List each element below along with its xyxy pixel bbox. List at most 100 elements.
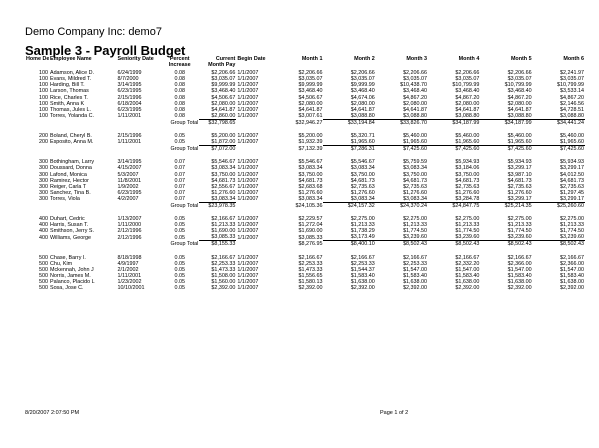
- table-cell: $4,681.73: [211, 177, 236, 184]
- table-cell: $2,206.66: [350, 70, 375, 77]
- table-cell: 1/1/2007: [237, 216, 259, 223]
- table-cell: $2,080.00: [211, 100, 236, 107]
- table-row: 400 Williams, George 2/12/1996 0.05 $3,085.3…: [25, 234, 585, 241]
- table-cell: $1,583.40: [350, 272, 375, 279]
- table-cell: $2,253.33: [403, 260, 428, 267]
- group-total-value: $32,946.27: [295, 119, 323, 126]
- group-total-value: $8,276.95: [298, 241, 323, 248]
- group-total-value: $33,826.70: [375, 118, 429, 127]
- table-cell: $3,035.07: [298, 76, 323, 83]
- table-cell: 1/1/2007: [237, 82, 259, 89]
- table-cell: $1,690.00: [211, 228, 236, 235]
- table-cell: 300: [38, 159, 48, 166]
- table-cell: 400: [38, 222, 48, 229]
- col-header: Month 5: [510, 56, 532, 62]
- col-header: Employee Name: [49, 56, 92, 62]
- table-cell: $3,468.40: [211, 88, 236, 95]
- table-cell: 100: [38, 106, 48, 113]
- table-row: 100 Torres, Yolanda C. 1/11/2001 0.08 $2,860…: [25, 113, 585, 120]
- table-cell: $4,681.73: [403, 177, 428, 184]
- table-cell: 1/1/2007: [237, 171, 259, 178]
- table-cell: 8/18/1998: [117, 254, 142, 261]
- table-body: 100 Adamson, Alice D. 6/24/1999 0.08 $2,206.…: [25, 70, 585, 291]
- table-cell: $2,080.00: [298, 100, 323, 107]
- table-cell: 400: [38, 216, 48, 223]
- table-cell: 3/14/1995: [117, 159, 142, 166]
- table-cell: $3,468.40: [507, 88, 532, 95]
- table-cell: 0.05: [174, 254, 185, 261]
- group-spacer: [25, 126, 585, 133]
- table-cell: 6/24/1999: [117, 70, 142, 77]
- table-cell: 500: [38, 272, 48, 279]
- table-cell: 11/8/2001: [117, 177, 142, 184]
- table-cell: Chu, Kim: [49, 260, 73, 267]
- group-total-value: $34,441.24: [532, 118, 585, 127]
- table-cell: $5,934.93: [507, 159, 532, 166]
- table-cell: 0.08: [174, 100, 185, 107]
- table-cell: 8/7/2000: [117, 76, 139, 83]
- blank-cell: [49, 241, 117, 248]
- table-cell: $2,206.66: [403, 70, 428, 77]
- table-cell: $3,035.07: [455, 76, 480, 83]
- table-cell: $4,728.51: [560, 106, 584, 113]
- table-cell: $4,506.67: [298, 94, 323, 101]
- group-total-value: $8,502.43: [480, 240, 533, 248]
- table-cell: $3,088.80: [507, 112, 532, 119]
- table-cell: 0.05: [174, 133, 185, 140]
- print-timestamp: 8/20/2007 2:07:50 PM: [25, 410, 80, 416]
- group-total-value: $34,187.99: [428, 118, 481, 127]
- table-cell: 1/1/2007: [237, 222, 259, 229]
- table-cell: $3,088.80: [403, 112, 428, 119]
- blank-cell: [236, 119, 273, 126]
- table-cell: 0.08: [174, 106, 185, 113]
- group-spacer: [25, 209, 585, 216]
- table-cell: $3,173.49: [350, 234, 375, 241]
- table-cell: $2,366.00: [560, 260, 584, 267]
- table-cell: $3,468.40: [350, 88, 375, 95]
- table-cell: $1,583.40: [560, 272, 584, 279]
- table-cell: $4,681.73: [507, 177, 532, 184]
- table-cell: $2,166.67: [211, 216, 236, 223]
- table-cell: 2/12/1996: [117, 234, 142, 241]
- table-cell: $4,641.87: [350, 106, 375, 113]
- table-cell: $1,297.45: [560, 189, 584, 196]
- table-cell: $1,276.60: [403, 189, 428, 196]
- table-cell: $3,083.34: [403, 165, 428, 172]
- payroll-table: Home Dept Employee Name Seniority Date P…: [25, 56, 585, 291]
- table-cell: Bothingham, Larry: [49, 159, 95, 166]
- table-cell: $4,641.87: [298, 106, 323, 113]
- spacer-cell: [25, 248, 585, 255]
- group-total-value: $8,502.43: [428, 240, 481, 248]
- table-cell: 100: [38, 76, 48, 83]
- table-cell: 1/1/2007: [237, 260, 259, 267]
- table-cell: $3,083.34: [298, 196, 323, 203]
- table-cell: Sanchez, Tina B.: [49, 189, 91, 196]
- table-row: 200 Esposito, Anna M. 1/11/2001 0.05 $1,872.…: [25, 139, 585, 146]
- table-cell: $3,083.34: [403, 195, 428, 202]
- table-cell: 400: [38, 228, 48, 235]
- blank-cell: [117, 146, 161, 153]
- blank-cell: [117, 202, 161, 209]
- table-cell: Torres, Viola: [49, 196, 80, 203]
- table-cell: $2,275.00: [507, 216, 532, 223]
- table-cell: $3,750.00: [403, 171, 428, 178]
- table-cell: $3,750.00: [298, 171, 323, 178]
- table-cell: 4/2/2007: [117, 196, 139, 203]
- table-cell: Lafond, Monica: [49, 171, 87, 178]
- table-cell: 500: [38, 278, 48, 285]
- table-cell: $3,239.60: [507, 234, 532, 241]
- spacer-cell: [25, 209, 585, 216]
- table-cell: Mckennah, John J: [49, 266, 94, 273]
- table-cell: Harding, Bill T.: [49, 82, 85, 89]
- col-header: Begin Date: [237, 56, 266, 62]
- group-total-label: Group Total: [170, 145, 199, 152]
- table-cell: 1/1/2007: [237, 254, 259, 261]
- table-cell: $5,320.71: [350, 133, 375, 140]
- table-cell: 1/1/2007: [237, 106, 259, 113]
- table-cell: $3,083.34: [350, 165, 375, 172]
- table-cell: $1,638.00: [560, 278, 584, 285]
- col-header: Month 1: [301, 56, 323, 62]
- table-cell: 0.05: [174, 278, 185, 285]
- table-cell: $2,253.33: [211, 260, 236, 267]
- table-cell: $2,392.00: [298, 285, 323, 291]
